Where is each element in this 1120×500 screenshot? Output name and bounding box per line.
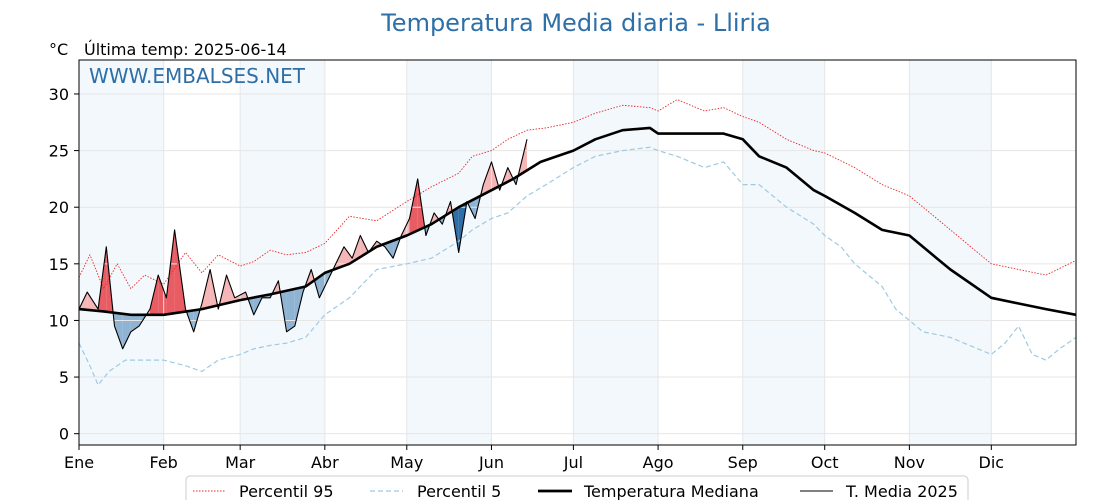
legend-box bbox=[185, 475, 969, 500]
p5-line bbox=[78, 146, 1077, 386]
month-band bbox=[573, 60, 659, 445]
anomaly-fill-cool bbox=[319, 271, 328, 298]
month-band bbox=[406, 60, 492, 445]
y-tick-label: 25 bbox=[49, 142, 69, 161]
legend-label-2025: T. Media 2025 bbox=[845, 482, 958, 500]
legend-label-p5: Percentil 5 bbox=[417, 482, 501, 500]
month-band bbox=[240, 60, 325, 445]
y-axis: 0 5 10 15 20 25 30 bbox=[49, 85, 79, 444]
watermark: WWW.EMBALSES.NET bbox=[89, 64, 306, 88]
x-tick-label: Nov bbox=[894, 453, 925, 472]
anomaly-fill-warm bbox=[409, 178, 418, 235]
x-tick-label: Jun bbox=[478, 453, 504, 472]
median-line bbox=[78, 126, 1077, 317]
month-band bbox=[909, 60, 992, 445]
anomaly-fill-warm bbox=[343, 246, 353, 266]
y-unit-label: °C bbox=[49, 40, 68, 59]
x-tick-label: Mar bbox=[225, 453, 256, 472]
legend-label-p95: Percentil 95 bbox=[239, 482, 334, 500]
series-lines bbox=[78, 99, 1077, 386]
legend: Percentil 95 Percentil 5 Temperatura Med… bbox=[185, 475, 969, 500]
x-tick-label: Sep bbox=[728, 453, 758, 472]
y-tick-label: 0 bbox=[59, 425, 69, 444]
y-tick-label: 15 bbox=[49, 255, 69, 274]
last-temp-label: Última temp: 2025-06-14 bbox=[84, 40, 287, 59]
x-tick-label: May bbox=[390, 453, 423, 472]
plot-frame bbox=[78, 59, 1077, 446]
p95-line bbox=[78, 99, 1077, 290]
x-tick-label: Feb bbox=[150, 453, 178, 472]
x-axis: Ene Feb Mar Abr May Jun Jul Ago Sep Oct Nov Dic bbox=[64, 445, 1004, 472]
y-tick-label: 20 bbox=[49, 198, 69, 217]
y-tick-label: 10 bbox=[49, 311, 69, 330]
grid-lines bbox=[78, 60, 1076, 445]
month-band bbox=[79, 60, 164, 445]
x-tick-label: Dic bbox=[979, 453, 1005, 472]
chart-title: Temperatura Media diaria - Lliria bbox=[380, 9, 771, 37]
anomaly-fill-cool bbox=[114, 312, 123, 349]
current-year-line bbox=[78, 139, 528, 350]
month-bands bbox=[79, 60, 992, 445]
anomaly-fill-cool bbox=[384, 240, 394, 259]
x-tick-label: Abr bbox=[311, 453, 339, 472]
x-tick-label: Ago bbox=[643, 453, 674, 472]
y-tick-label: 5 bbox=[59, 368, 69, 387]
month-band bbox=[742, 60, 825, 445]
legend-label-median: Temperatura Mediana bbox=[583, 482, 759, 500]
anomaly-fill-cool bbox=[122, 313, 131, 349]
y-tick-label: 30 bbox=[49, 85, 69, 104]
anomaly-fill-warm bbox=[158, 275, 167, 315]
x-tick-label: Jul bbox=[563, 453, 583, 472]
x-tick-label: Ene bbox=[64, 453, 94, 472]
anomaly-fill-warm bbox=[483, 161, 492, 195]
anomaly-fill-cool bbox=[286, 288, 295, 332]
x-tick-label: Oct bbox=[811, 453, 839, 472]
